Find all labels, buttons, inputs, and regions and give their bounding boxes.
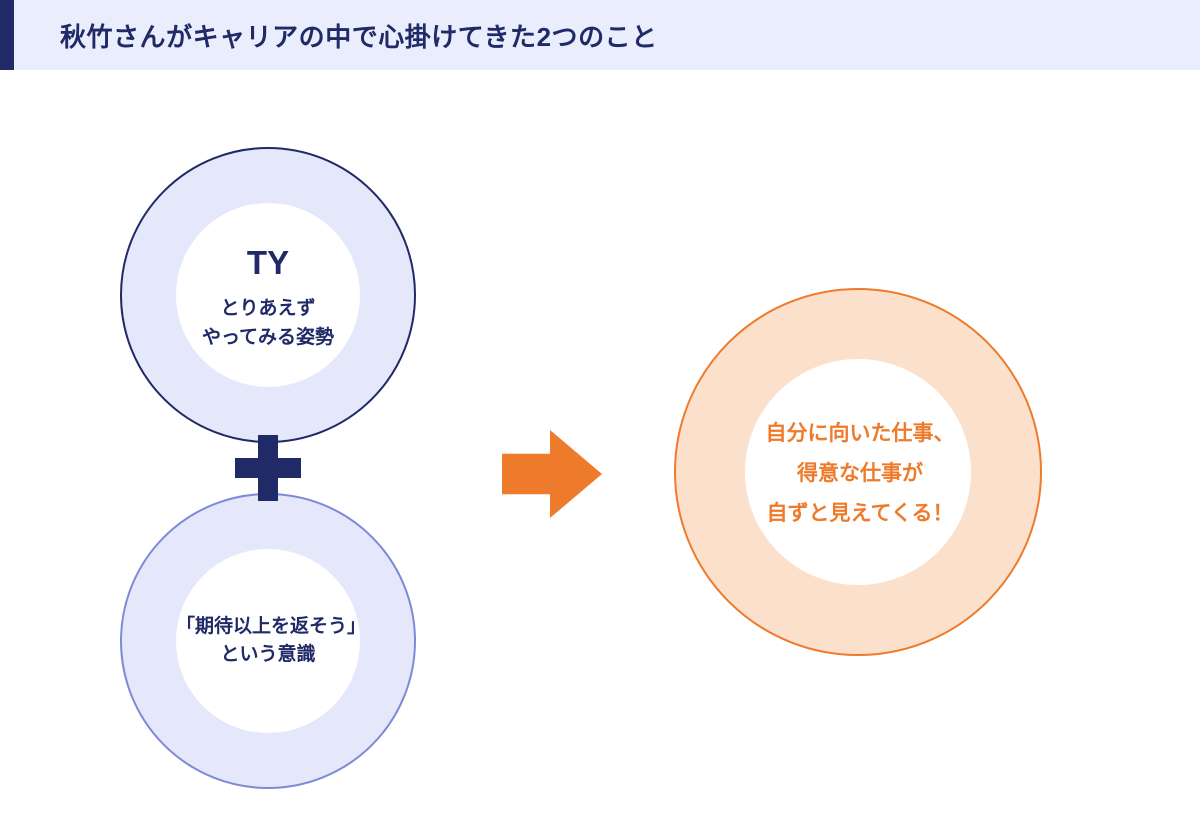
- circle-expectation-subtext: 「期待以上を返そう」という意識: [176, 613, 360, 670]
- circle-expectation-inner: 「期待以上を返そう」という意識: [176, 549, 360, 733]
- diagram-stage: TY とりあえずやってみる姿勢 「期待以上を返そう」という意識 自分に向いた仕事…: [0, 70, 1200, 818]
- circle-result-text: 自分に向いた仕事、得意な仕事が自ずと見えてくる！: [676, 290, 1044, 658]
- circle-result: 自分に向いた仕事、得意な仕事が自ずと見えてくる！: [674, 288, 1042, 656]
- arrow-icon: [502, 430, 602, 518]
- page-title: 秋竹さんがキャリアの中で心掛けてきた2つのこと: [14, 17, 658, 54]
- circle-expectation: 「期待以上を返そう」という意識: [120, 493, 416, 789]
- circle-ty: TY とりあえずやってみる姿勢: [120, 147, 416, 443]
- plus-icon: [235, 435, 301, 501]
- header-band: 秋竹さんがキャリアの中で心掛けてきた2つのこと: [0, 0, 1200, 70]
- circle-ty-subtext: とりあえずやってみる姿勢: [202, 295, 334, 352]
- circle-ty-inner: TY とりあえずやってみる姿勢: [176, 203, 360, 387]
- circle-ty-big-label: TY: [247, 238, 289, 288]
- header-accent-bar: [0, 0, 14, 70]
